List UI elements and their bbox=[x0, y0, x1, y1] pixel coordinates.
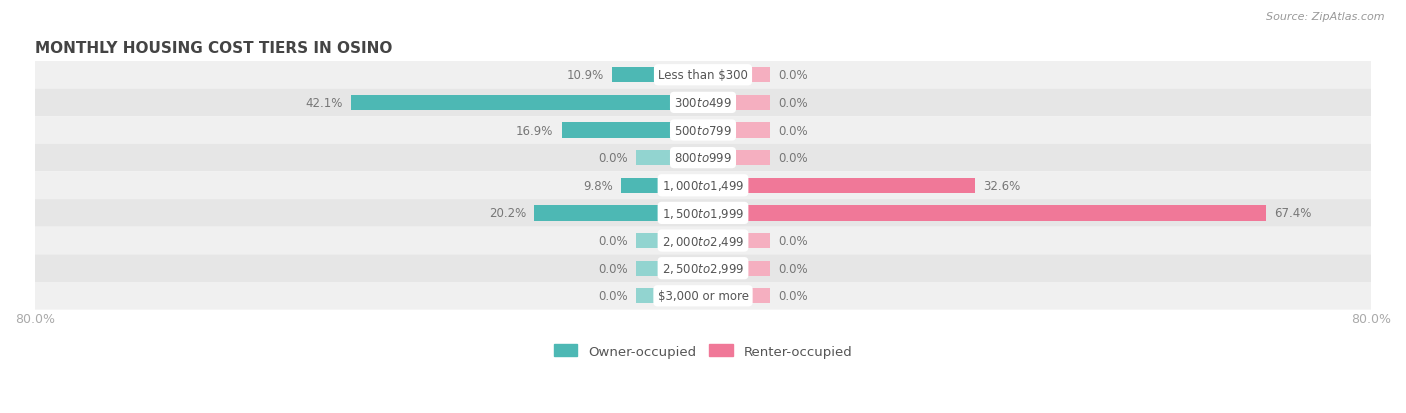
FancyBboxPatch shape bbox=[35, 172, 1371, 199]
Text: 0.0%: 0.0% bbox=[778, 97, 808, 109]
FancyBboxPatch shape bbox=[35, 145, 1371, 172]
Bar bbox=[621, 178, 703, 193]
Bar bbox=[534, 206, 703, 221]
Bar bbox=[562, 123, 703, 138]
Bar bbox=[703, 206, 1265, 221]
Text: 0.0%: 0.0% bbox=[778, 262, 808, 275]
Text: $1,000 to $1,499: $1,000 to $1,499 bbox=[662, 179, 744, 193]
FancyBboxPatch shape bbox=[35, 282, 1371, 310]
FancyBboxPatch shape bbox=[35, 62, 1371, 89]
Bar bbox=[636, 289, 703, 304]
Legend: Owner-occupied, Renter-occupied: Owner-occupied, Renter-occupied bbox=[554, 344, 852, 358]
Text: $3,000 or more: $3,000 or more bbox=[658, 290, 748, 303]
Text: 0.0%: 0.0% bbox=[598, 290, 628, 303]
Text: 0.0%: 0.0% bbox=[778, 235, 808, 247]
Text: 10.9%: 10.9% bbox=[567, 69, 603, 82]
Bar bbox=[703, 233, 770, 249]
Text: $2,000 to $2,499: $2,000 to $2,499 bbox=[662, 234, 744, 248]
Text: $500 to $799: $500 to $799 bbox=[673, 124, 733, 137]
Bar bbox=[703, 261, 770, 276]
Text: 0.0%: 0.0% bbox=[598, 152, 628, 165]
Text: 0.0%: 0.0% bbox=[778, 124, 808, 137]
FancyBboxPatch shape bbox=[35, 199, 1371, 227]
Bar bbox=[703, 95, 770, 111]
Bar bbox=[636, 261, 703, 276]
Bar bbox=[636, 151, 703, 166]
FancyBboxPatch shape bbox=[35, 227, 1371, 255]
Text: 32.6%: 32.6% bbox=[984, 179, 1021, 192]
Text: 20.2%: 20.2% bbox=[489, 207, 526, 220]
Text: Source: ZipAtlas.com: Source: ZipAtlas.com bbox=[1267, 12, 1385, 22]
Bar bbox=[703, 123, 770, 138]
Text: 0.0%: 0.0% bbox=[598, 235, 628, 247]
Bar bbox=[703, 178, 976, 193]
FancyBboxPatch shape bbox=[35, 255, 1371, 282]
Text: 9.8%: 9.8% bbox=[583, 179, 613, 192]
Text: 42.1%: 42.1% bbox=[305, 97, 343, 109]
Text: $800 to $999: $800 to $999 bbox=[673, 152, 733, 165]
Text: $1,500 to $1,999: $1,500 to $1,999 bbox=[662, 206, 744, 221]
Text: 0.0%: 0.0% bbox=[778, 152, 808, 165]
Bar bbox=[636, 233, 703, 249]
Text: $300 to $499: $300 to $499 bbox=[673, 97, 733, 109]
Bar bbox=[703, 151, 770, 166]
Text: 0.0%: 0.0% bbox=[778, 290, 808, 303]
Bar bbox=[612, 68, 703, 83]
Text: MONTHLY HOUSING COST TIERS IN OSINO: MONTHLY HOUSING COST TIERS IN OSINO bbox=[35, 41, 392, 56]
Text: 0.0%: 0.0% bbox=[778, 69, 808, 82]
Text: Less than $300: Less than $300 bbox=[658, 69, 748, 82]
Text: 67.4%: 67.4% bbox=[1274, 207, 1312, 220]
Bar bbox=[703, 68, 770, 83]
Bar bbox=[703, 289, 770, 304]
FancyBboxPatch shape bbox=[35, 117, 1371, 145]
FancyBboxPatch shape bbox=[35, 89, 1371, 117]
Text: 16.9%: 16.9% bbox=[516, 124, 554, 137]
Text: $2,500 to $2,999: $2,500 to $2,999 bbox=[662, 261, 744, 275]
Text: 0.0%: 0.0% bbox=[598, 262, 628, 275]
Bar bbox=[352, 95, 703, 111]
